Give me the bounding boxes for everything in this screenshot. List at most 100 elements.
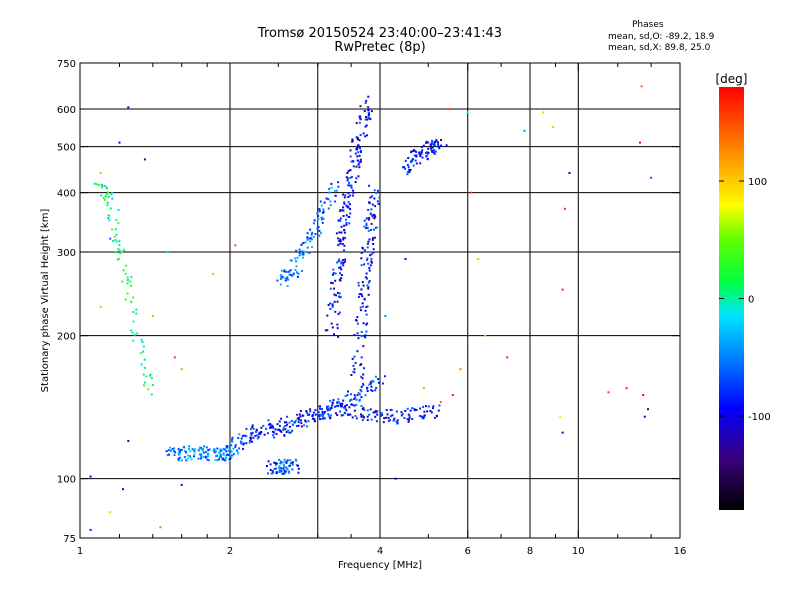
echo-point: [225, 446, 228, 449]
echo-point: [308, 251, 311, 254]
scatter-point: [640, 85, 643, 88]
echo-point: [179, 448, 182, 451]
echo-point: [219, 452, 222, 455]
echo-point: [427, 151, 430, 154]
echo-point: [178, 449, 181, 452]
echo-point: [169, 446, 171, 449]
echo-point: [273, 436, 276, 439]
echo-point: [337, 260, 340, 263]
echo-point: [227, 446, 230, 449]
echo-point: [113, 235, 116, 238]
echo-point: [345, 223, 348, 226]
echo-point: [124, 272, 127, 275]
echo-point: [191, 448, 194, 451]
echo-point: [130, 275, 133, 278]
echo-point: [342, 209, 345, 212]
echo-point: [345, 221, 348, 224]
echo-point: [374, 389, 377, 392]
echo-point: [124, 298, 127, 301]
scatter-point: [89, 528, 92, 531]
echo-point: [407, 420, 410, 423]
echo-point: [406, 164, 409, 166]
echo-point: [415, 408, 418, 411]
echo-point: [333, 405, 336, 408]
echo-point: [331, 303, 334, 306]
echo-point: [281, 275, 284, 278]
echo-point: [129, 280, 132, 283]
y-tick-label: 200: [57, 332, 76, 343]
echo-point: [365, 323, 368, 326]
echo-point: [280, 278, 282, 280]
x-tick-label: 6: [465, 546, 471, 557]
echo-point: [255, 428, 258, 431]
echo-point: [349, 194, 351, 197]
echo-point: [353, 394, 356, 397]
x-tick-label: 16: [674, 546, 687, 557]
echo-point: [357, 175, 360, 178]
echo-point: [300, 251, 303, 254]
echo-point: [329, 204, 332, 207]
echo-point: [257, 435, 260, 438]
scatter-point: [159, 526, 162, 529]
echo-point: [139, 352, 142, 355]
echo-point: [283, 270, 286, 273]
echo-point: [351, 138, 354, 141]
echo-point: [320, 408, 323, 411]
echo-point: [335, 189, 338, 192]
echo-point: [282, 464, 285, 467]
x-tick-label: 8: [527, 546, 533, 557]
echo-point: [337, 291, 339, 294]
echo-point: [193, 451, 196, 454]
x-tick-label: 4: [377, 546, 383, 557]
echo-point: [326, 409, 329, 412]
echo-point: [347, 192, 350, 195]
echo-point: [371, 195, 373, 198]
echo-point: [361, 414, 364, 417]
echo-point: [348, 184, 351, 187]
echo-point: [130, 329, 132, 332]
echo-point: [252, 436, 255, 439]
scatter-point: [643, 415, 646, 418]
scatter-point: [466, 111, 469, 114]
echo-point: [179, 450, 182, 453]
echo-point: [144, 381, 146, 384]
echo-point: [126, 292, 129, 295]
echo-point: [238, 447, 241, 450]
echo-point: [359, 134, 362, 136]
echo-point: [278, 458, 281, 461]
echo-point: [322, 416, 325, 419]
echo-point: [267, 472, 269, 475]
echo-point: [368, 280, 371, 283]
echo-point: [313, 219, 316, 222]
echo-point: [306, 239, 309, 241]
echo-point: [336, 327, 339, 330]
echo-point: [323, 201, 326, 204]
echo-point: [222, 447, 225, 450]
echo-point: [349, 155, 352, 158]
echo-point: [368, 383, 371, 386]
echo-point: [338, 266, 341, 269]
echo-point: [348, 181, 350, 184]
echo-point: [105, 186, 108, 189]
x-axis-label: Frequency [MHz]: [338, 560, 422, 571]
echo-point: [274, 462, 277, 465]
echo-point: [370, 222, 373, 225]
echo-point: [344, 405, 347, 408]
echo-point: [314, 233, 317, 235]
echo-point: [342, 206, 345, 209]
echo-point: [334, 279, 337, 282]
scatter-point: [166, 251, 169, 253]
echo-point: [103, 198, 106, 201]
echo-point: [200, 455, 203, 458]
echo-point: [361, 419, 364, 422]
echo-point: [327, 304, 330, 306]
echo-point: [355, 165, 358, 168]
echo-point: [216, 447, 219, 450]
echo-point: [367, 293, 370, 296]
echo-point: [352, 370, 355, 373]
echo-point: [295, 249, 298, 252]
echo-point: [202, 456, 205, 458]
echo-point: [272, 426, 275, 429]
echo-point: [427, 147, 430, 150]
echo-point: [119, 252, 122, 255]
